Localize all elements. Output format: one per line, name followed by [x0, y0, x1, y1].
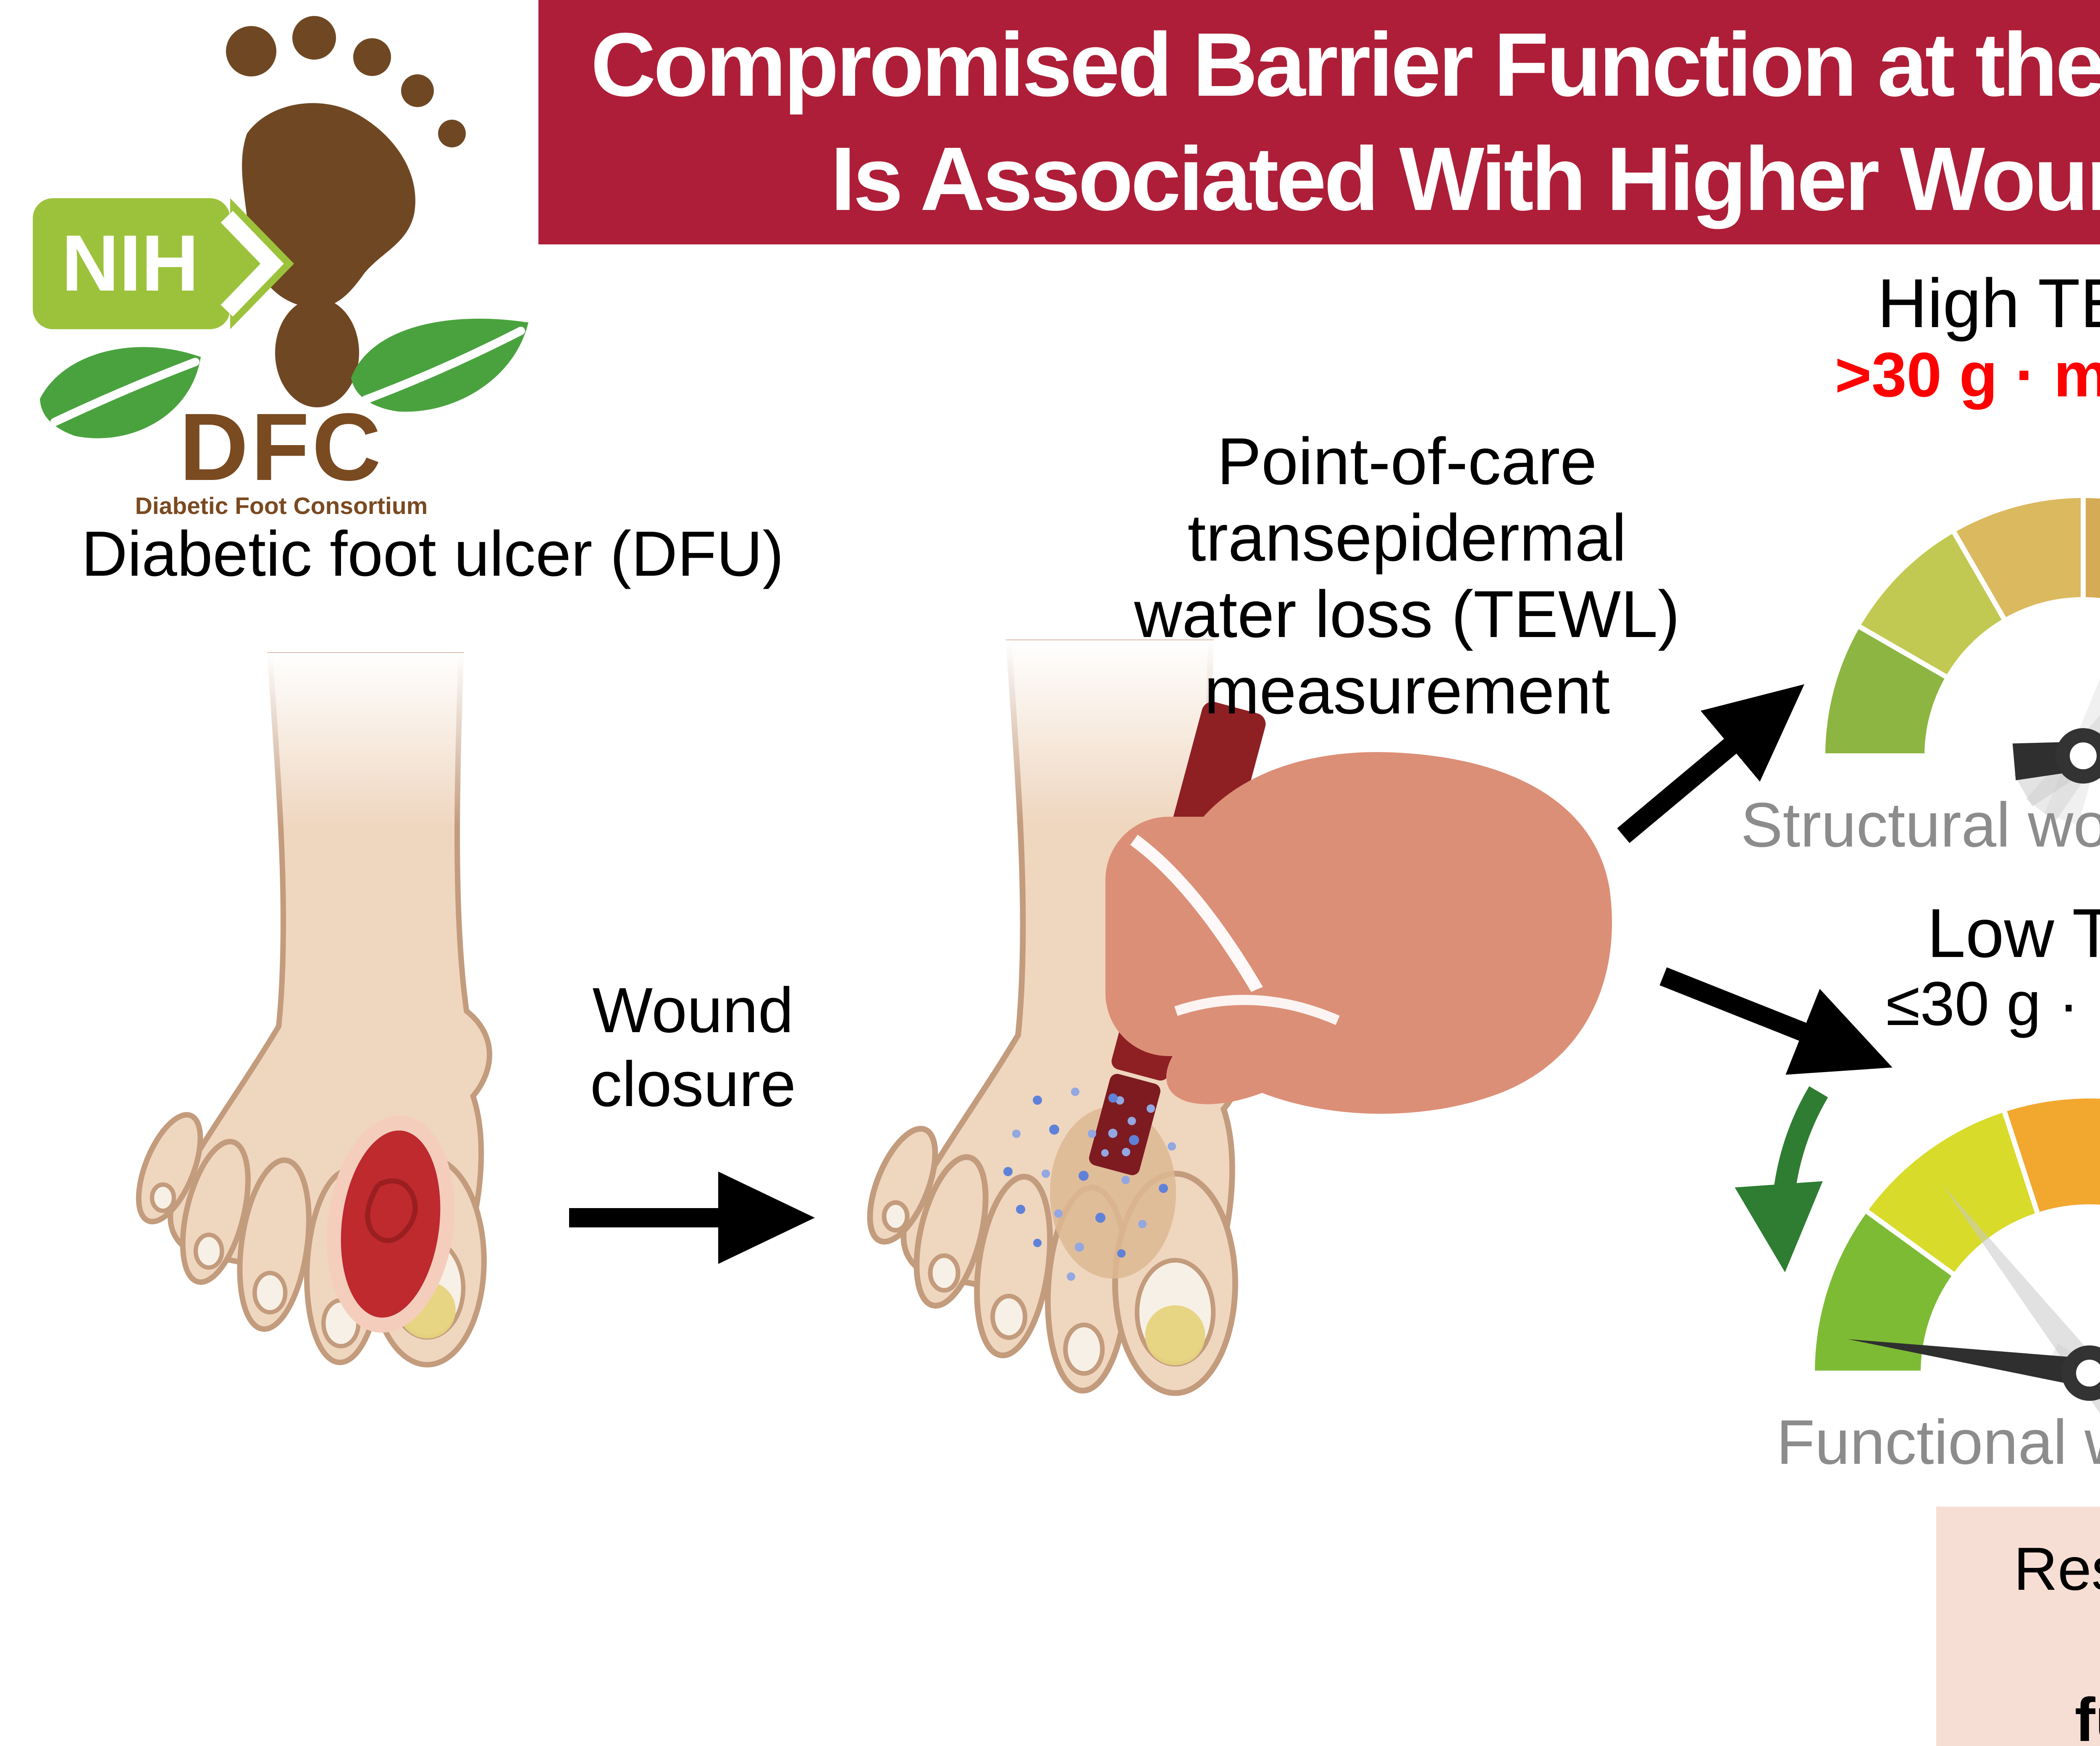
value-text: >30 g · m — [1835, 339, 2100, 410]
poc-tewl-label: Point-of-care transepidermal water loss … — [1134, 425, 1680, 728]
hand-holding-probe — [1105, 752, 1612, 1114]
logo-toe-icon — [401, 74, 434, 107]
note-emphasis: functional wound closure — [2074, 1686, 2100, 1746]
page-title: Compromised Barrier Function at the Site… — [591, 14, 2100, 229]
low-tewl-value: ≤30 g · m−2· h−1 — [1827, 968, 2100, 1040]
evaporation-dots — [1003, 1088, 1176, 1281]
ulcer-wound — [326, 1115, 455, 1333]
arrow-to-high-tewl — [1617, 684, 1805, 843]
gauge-low — [1809, 1093, 2100, 1450]
high-tewl-value: >30 g · m−2· h−1 — [1802, 338, 2100, 411]
logo-heel-icon — [275, 298, 359, 407]
gauge-high — [1820, 493, 2100, 826]
title-banner — [538, 0, 2100, 244]
wound-closure-label: Wound closure — [590, 975, 796, 1120]
consortium-name: Diabetic Foot Consortium — [135, 493, 428, 519]
dfu-label: Diabetic foot ulcer (DFU) — [81, 518, 784, 590]
green-curved-arrow — [1735, 1086, 1828, 1272]
logo-toe-icon — [353, 38, 391, 76]
functional-closure-label: Functional wound closure — [1776, 1407, 2100, 1477]
logo-toe-icon — [292, 16, 336, 60]
high-tewl-title: High TEWL — [1877, 265, 2100, 342]
nih-logo-text: NIH — [61, 219, 199, 308]
logo-toe-icon — [226, 26, 276, 76]
nih-dfc-logo — [33, 16, 528, 438]
note-body: Restoration of barrier function at the w… — [2013, 1535, 2100, 1678]
arrow-to-low-tewl — [1659, 967, 1893, 1075]
structural-closure-label: Structural wound closure — [1740, 789, 2100, 860]
low-tewl-title: Low TEWL — [1927, 894, 2100, 972]
nih-badge — [33, 198, 230, 329]
dfc-logo-text: DFC — [179, 394, 384, 501]
note-box: Restoration of barrier function at the w… — [1936, 1507, 2100, 1746]
logo-toe-icon — [438, 120, 466, 147]
value-text: ≤30 g · m — [1886, 969, 2100, 1038]
chevron-right-icon — [220, 211, 284, 317]
